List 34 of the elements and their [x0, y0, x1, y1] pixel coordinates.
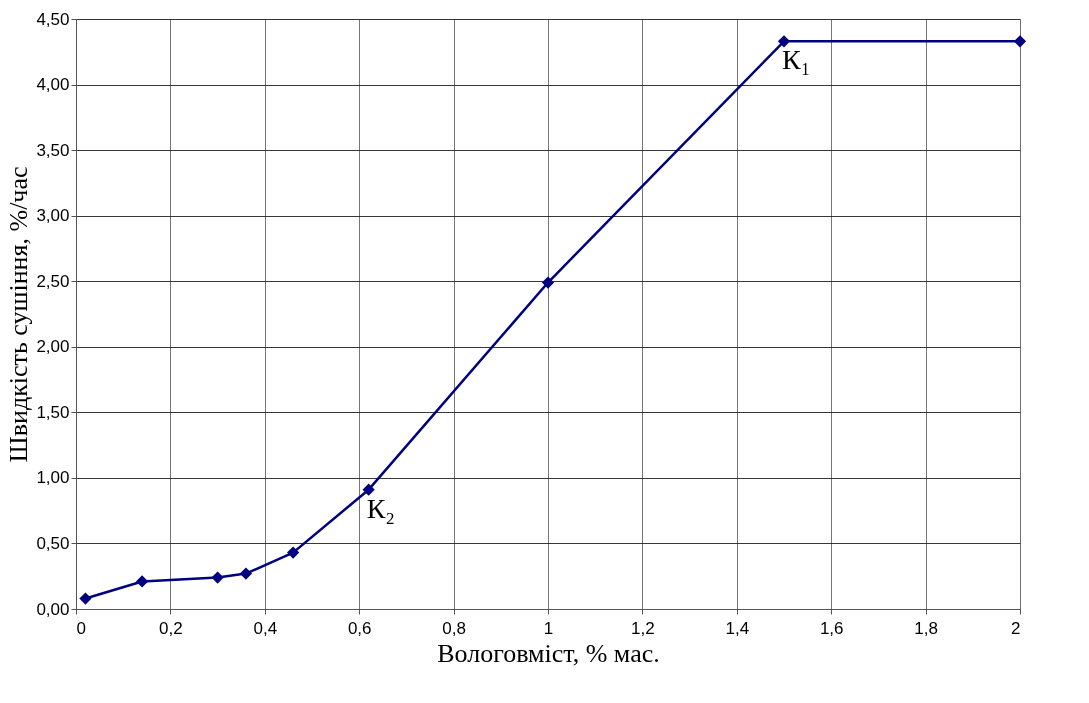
point — [1013, 35, 1027, 48]
x-tick-label: 0 — [76, 618, 86, 638]
y-tick-label: 0,50 — [36, 533, 70, 553]
point — [541, 276, 555, 289]
point — [362, 483, 375, 496]
y-tick-label: 2,00 — [36, 337, 70, 357]
y-tick-label: 3,50 — [36, 140, 70, 160]
y-tick-label: 1,50 — [36, 402, 70, 422]
y-tick-label: 4,00 — [36, 75, 70, 95]
x-tick-label: 0,4 — [253, 618, 278, 638]
y-tick-label: 2,50 — [36, 271, 70, 291]
y-tick-label: 0,00 — [36, 599, 70, 619]
y-tick-label: 4,50 — [36, 9, 70, 29]
annotation: К₂ — [366, 492, 396, 524]
point — [239, 567, 253, 580]
x-tick-label: 1,2 — [631, 618, 655, 638]
x-tick-label: 1,4 — [725, 618, 750, 638]
x-tick-label: 0,6 — [347, 618, 372, 638]
x-axis-title: Вологовміст, % мас. — [437, 638, 660, 668]
point — [777, 35, 791, 48]
x-tick-label: 1 — [543, 618, 554, 638]
x-tick-label: 1,6 — [819, 618, 844, 638]
y-tick-label: 1,00 — [36, 468, 70, 488]
y-tick-label: 3,00 — [36, 206, 70, 226]
point — [135, 575, 149, 588]
point — [287, 546, 300, 559]
point — [79, 592, 92, 605]
annotation: К₁ — [782, 44, 811, 76]
x-tick-label: 0,8 — [442, 618, 466, 638]
x-tick-label: 1,8 — [914, 618, 938, 638]
x-tick-label: 2 — [1011, 618, 1021, 638]
x-tick-label: 0,2 — [159, 618, 183, 638]
point — [211, 571, 224, 584]
y-axis-title: Швидкість сушіння, %/час — [4, 166, 34, 463]
